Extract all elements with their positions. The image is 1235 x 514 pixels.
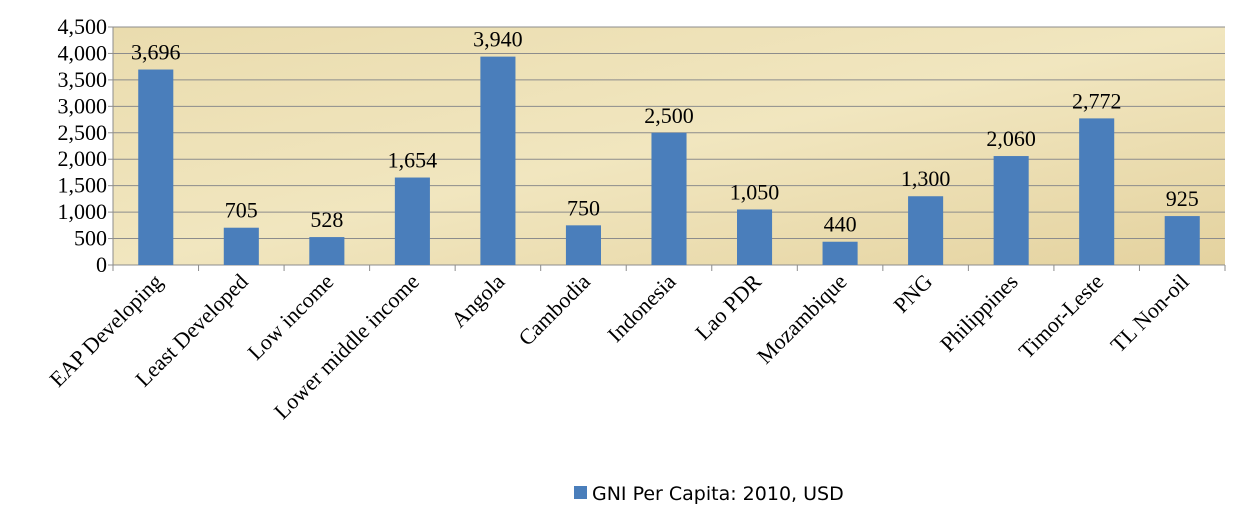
bar: [993, 156, 1029, 265]
data-label: 2,060: [986, 126, 1036, 151]
y-tick-label: 2,500: [58, 120, 108, 145]
x-tick-label: Lower middle income: [269, 269, 424, 424]
x-tick-label: Cambodia: [513, 269, 595, 351]
bar: [565, 225, 601, 265]
x-tick-label: Philippines: [935, 269, 1023, 357]
data-label: 705: [225, 198, 258, 223]
legend-label: GNI Per Capita: 2010, USD: [592, 483, 844, 505]
data-label: 2,500: [644, 103, 694, 128]
x-tick-label: Mozambique: [752, 269, 852, 369]
y-tick-label: 1,000: [58, 199, 108, 224]
x-tick-label: Indonesia: [602, 269, 680, 347]
y-tick-label: 4,000: [58, 40, 108, 65]
data-label: 1,300: [901, 166, 951, 191]
y-tick-label: 1,500: [58, 173, 108, 198]
bar: [1079, 118, 1115, 265]
data-label: 440: [824, 212, 857, 237]
bar: [822, 241, 858, 265]
data-label: 3,696: [131, 40, 181, 65]
x-tick-label: PNG: [888, 269, 937, 318]
x-tick-label: Lao PDR: [690, 269, 766, 345]
y-tick-label: 3,500: [58, 67, 108, 92]
legend-swatch: [574, 486, 587, 499]
bar: [1164, 216, 1200, 265]
bar: [480, 56, 516, 265]
bar: [138, 69, 174, 265]
bar: [737, 209, 773, 265]
bar: [309, 237, 345, 265]
bar: [223, 227, 259, 265]
data-label: 750: [567, 195, 600, 220]
data-label: 1,050: [730, 179, 780, 204]
bar: [908, 196, 944, 265]
y-tick-label: 0: [96, 252, 107, 277]
x-tick-label: TL Non-oil: [1105, 269, 1193, 357]
data-label: 528: [310, 207, 343, 232]
bar: [394, 177, 430, 265]
y-tick-label: 2,000: [58, 146, 108, 171]
y-tick-label: 4,500: [58, 14, 108, 39]
x-tick-label: Angola: [446, 269, 510, 333]
x-tick-label: Timor-Leste: [1014, 269, 1109, 364]
bar: [651, 132, 687, 265]
y-tick-label: 500: [74, 226, 107, 251]
y-tick-label: 3,000: [58, 93, 108, 118]
data-label: 925: [1166, 186, 1199, 211]
data-label: 2,772: [1072, 88, 1122, 113]
data-label: 3,940: [473, 27, 523, 52]
data-label: 1,654: [388, 148, 438, 173]
